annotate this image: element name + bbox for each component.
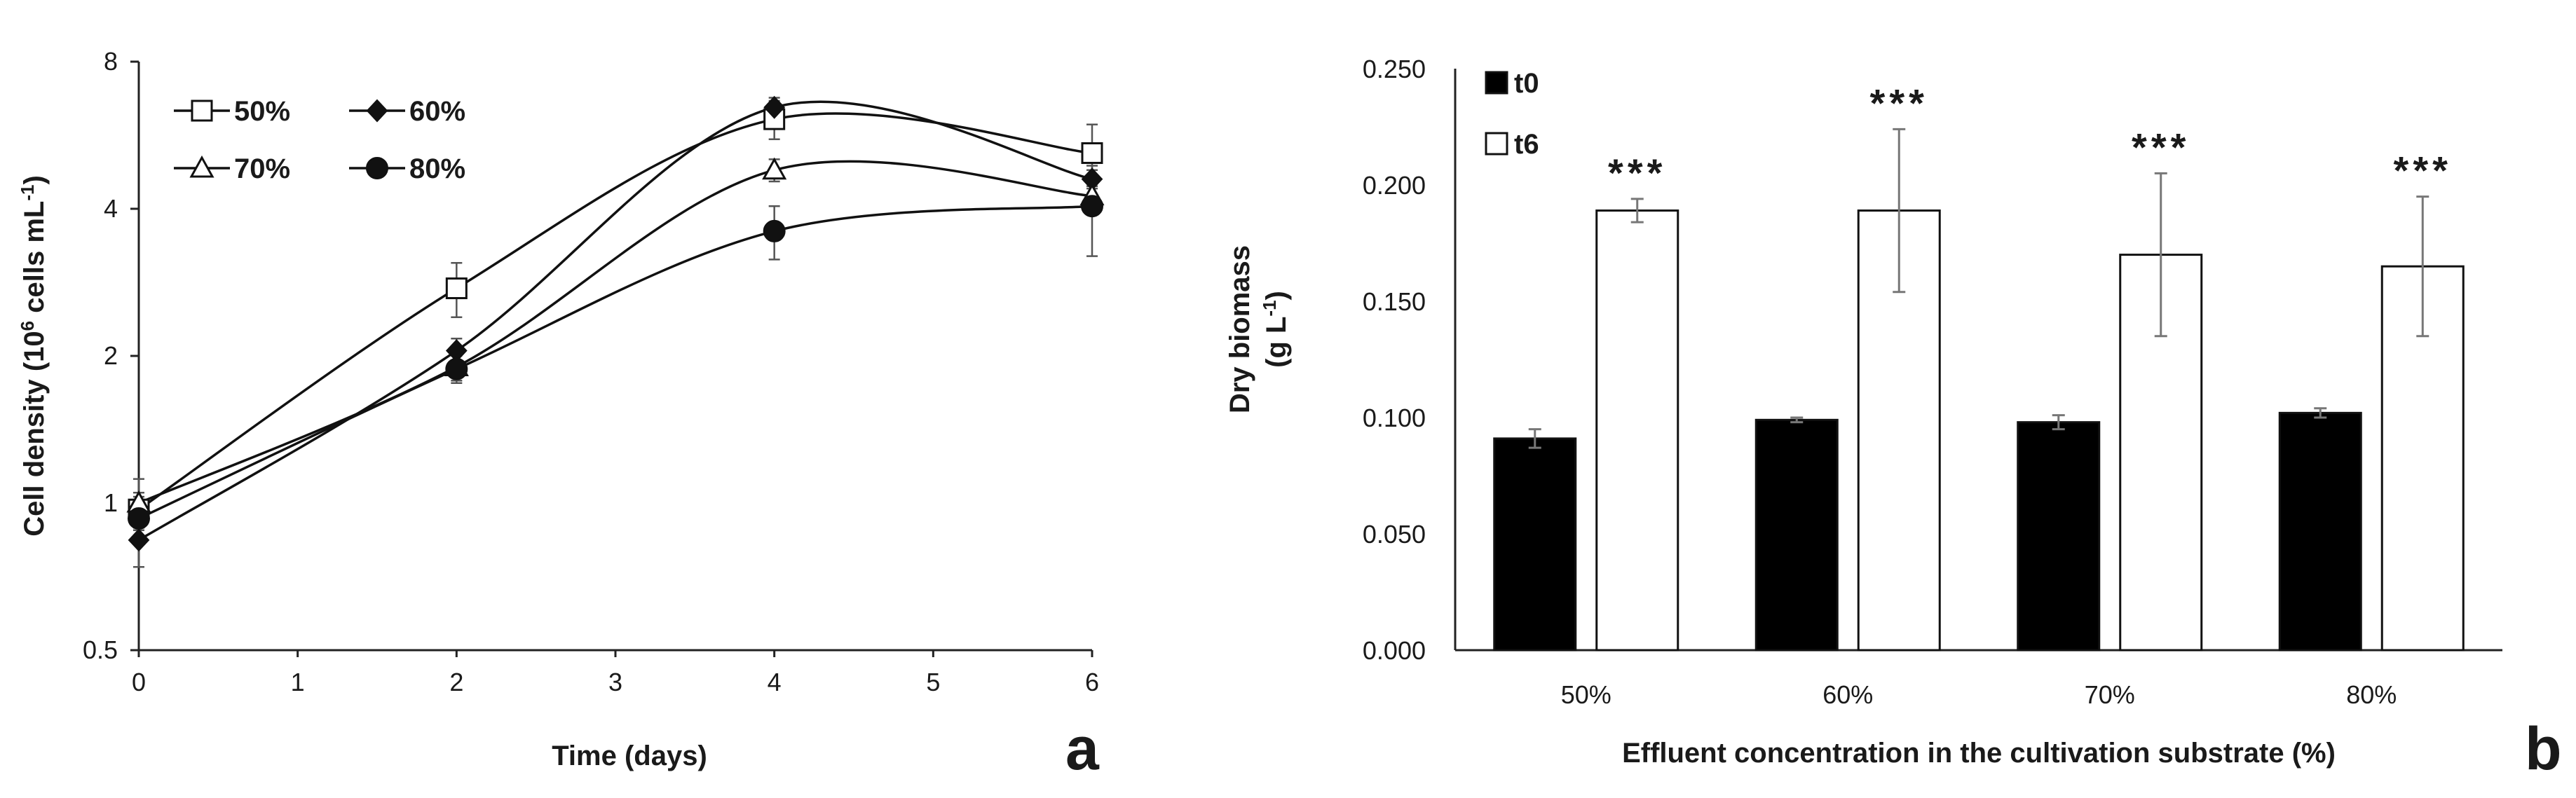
panel-b-legend-label: t6	[1514, 129, 1539, 160]
panel-b-legend-swatch	[1485, 71, 1508, 95]
panel-a-data-point	[445, 357, 468, 380]
panel-a-x-tick-label: 5	[926, 668, 940, 696]
panel-a-y-tick-label: 8	[104, 47, 118, 76]
panel-a-series-line	[138, 100, 1093, 542]
panel-a-data-point	[763, 95, 786, 119]
panel-b-y-axis-label-line2: (g L-1)	[1259, 291, 1292, 368]
panel-a-data-point	[762, 157, 787, 180]
panel-b-bar-t0	[1754, 418, 1839, 652]
panel-b-legend-label: t0	[1514, 68, 1539, 99]
panel-a-y-tick-label: 2	[104, 341, 118, 370]
panel-b-bar-chart: 0.000 0.050 0.100 0.150 0.200 0.250 50% 60% 70%…	[1225, 55, 2562, 783]
panel-a-legend: 50% 60% 70% 80%	[174, 96, 465, 184]
panel-a-legend-label: 50%	[234, 96, 290, 127]
panel-a-legend-marker	[366, 99, 388, 123]
panel-a-legend-marker	[191, 99, 213, 122]
panel-a-series-lines	[137, 100, 1093, 542]
panel-b-x-tick-label: 60%	[1822, 680, 1873, 709]
panel-b-y-ticks: 0.000 0.050 0.100 0.150 0.200 0.250	[1363, 55, 1426, 665]
panel-a-label: a	[1065, 715, 1100, 783]
panel-a-legend-label: 60%	[409, 96, 465, 127]
panel-b-y-tick-label: 0.000	[1363, 636, 1426, 665]
panel-a-legend-label: 80%	[409, 153, 465, 184]
panel-a-data-point	[1081, 142, 1103, 165]
panel-a-data-point	[445, 277, 468, 300]
panel-a-x-tick-label: 4	[768, 668, 782, 696]
panel-b-significance-label: ***	[2394, 149, 2452, 193]
panel-a-series-line	[138, 205, 1093, 520]
panel-b-x-axis-label: Effluent concentration in the cultivatio…	[1622, 738, 2336, 769]
panel-b-x-ticks: 50% 60% 70% 80%	[1561, 680, 2397, 709]
panel-a-x-ticks: 0 1 2 3 4 5 6	[132, 650, 1099, 696]
panel-b-bar-t0	[2278, 411, 2362, 652]
panel-b-bar-t0	[1493, 437, 1577, 652]
panel-b-bars	[1493, 209, 2465, 652]
panel-b-y-tick-label: 0.100	[1363, 404, 1426, 432]
panel-b-error-bars	[1528, 128, 2430, 449]
panel-a-line-chart: 0.5 1 2 4 8 0 1 2 3 4 5 6 50% 60% 70% 80% Time (days)…	[17, 47, 1105, 783]
panel-b-significance-marks: *** *** *** ***	[1608, 81, 2452, 195]
panel-b-x-tick-label: 70%	[2085, 680, 2135, 709]
panel-b-bar-t0	[2017, 421, 2101, 652]
panel-b-significance-label: ***	[1870, 81, 1928, 125]
panel-b-y-tick-label: 0.050	[1363, 520, 1426, 549]
panel-b-y-tick-label: 0.250	[1363, 55, 1426, 83]
panel-a-x-tick-label: 1	[291, 668, 305, 696]
panel-a-y-tick-label: 4	[104, 194, 118, 223]
panel-b-y-axis-label-line1: Dry biomass	[1225, 245, 1255, 413]
panel-b-significance-label: ***	[1608, 151, 1666, 195]
panel-a-y-tick-label: 0.5	[83, 635, 118, 664]
panel-a-x-tick-label: 6	[1085, 668, 1099, 696]
panel-a-data-point	[128, 528, 150, 552]
panel-a-x-tick-label: 3	[608, 668, 622, 696]
panel-a-x-tick-label: 2	[449, 668, 463, 696]
panel-a-data-point	[763, 219, 786, 242]
panel-b-x-tick-label: 80%	[2346, 680, 2397, 709]
panel-b-label: b	[2525, 715, 2562, 783]
panel-a-y-axis-label: Cell density (106 cells mL-1)	[17, 175, 50, 537]
panel-b-y-tick-label: 0.150	[1363, 287, 1426, 316]
panel-a-y-tick-label: 1	[104, 488, 118, 517]
panel-a-markers	[126, 95, 1105, 552]
panel-a-y-ticks: 0.5 1 2 4 8	[83, 47, 139, 664]
panel-a-legend-marker	[366, 157, 388, 179]
panel-a-data-point	[128, 507, 150, 530]
panel-a-legend-label: 70%	[234, 153, 290, 184]
panel-a-x-axis-label: Time (days)	[552, 741, 707, 771]
panel-a-series-line	[138, 160, 1093, 504]
panel-b-y-tick-label: 0.200	[1363, 171, 1426, 200]
panel-b-x-tick-label: 50%	[1561, 680, 1611, 709]
panel-b-legend-swatch	[1485, 132, 1508, 156]
panel-b-bar-t6	[1595, 209, 1679, 652]
panel-a-data-point	[1081, 195, 1103, 218]
panel-a-legend-marker	[189, 155, 214, 178]
panel-b-legend: t0 t6	[1485, 68, 1539, 160]
panel-b-significance-label: ***	[2132, 125, 2190, 169]
panel-a-x-tick-label: 0	[132, 668, 146, 696]
